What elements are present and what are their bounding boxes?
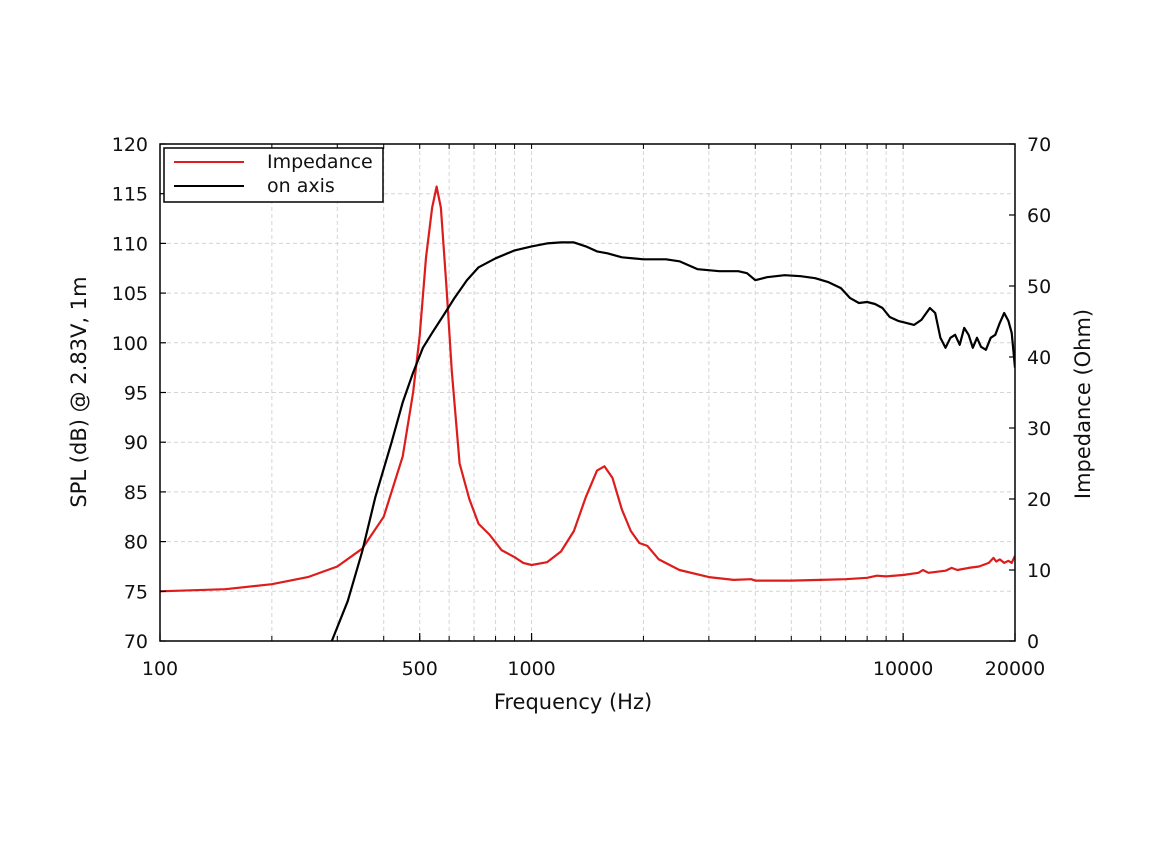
y-right-tick-label: 20: [1027, 489, 1051, 511]
y-left-tick-label: 85: [124, 482, 148, 504]
y-left-tick-label: 95: [124, 383, 148, 405]
legend: Impedance on axis: [163, 147, 384, 203]
x-tick-label: 20000: [985, 658, 1045, 680]
series-layer: [160, 185, 1015, 641]
y-left-tick-label: 100: [112, 333, 148, 355]
y-right-tick-label: 40: [1027, 347, 1051, 369]
legend-label-impedance: Impedance: [267, 151, 373, 173]
x-tick-label: 10000: [873, 658, 933, 680]
y-axis-left-label: SPL (dB) @ 2.83V, 1m: [67, 276, 91, 507]
x-tick-label: 500: [402, 658, 438, 680]
y-left-tick-label: 80: [124, 532, 148, 554]
y-right-tick-label: 0: [1027, 631, 1039, 653]
y-axis-right-label: Impedance (Ohm): [1071, 309, 1095, 499]
y-right-tick-label: 60: [1027, 205, 1051, 227]
y-right-tick-label: 10: [1027, 560, 1051, 582]
y-right-tick-label: 30: [1027, 418, 1051, 440]
series-line-impedance: [160, 185, 1015, 593]
series-line-on-axis: [330, 241, 1015, 641]
y-left-tick-label: 120: [112, 134, 148, 156]
y-left-tick-label: 105: [112, 283, 148, 305]
x-tick-label: 100: [142, 658, 178, 680]
y-left-tick-label: 70: [124, 631, 148, 653]
x-axis-label: Frequency (Hz): [494, 690, 652, 714]
y-left-tick-label: 115: [112, 184, 148, 206]
y-left-tick-label: 110: [112, 233, 148, 255]
y-left-tick-label: 75: [124, 581, 148, 603]
axis-ticks: 70 75 80 85 90 95 100 105 110 115 120 0 10 20 30 40 50 60…: [112, 134, 1051, 680]
legend-box: [163, 147, 384, 203]
x-tick-label: 1000: [507, 658, 555, 680]
grid: [160, 144, 1015, 641]
y-left-tick-label: 90: [124, 432, 148, 454]
y-right-tick-label: 50: [1027, 276, 1051, 298]
y-right-tick-label: 70: [1027, 134, 1051, 156]
legend-label-on-axis: on axis: [267, 175, 335, 197]
